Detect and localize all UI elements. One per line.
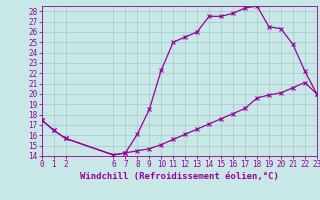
X-axis label: Windchill (Refroidissement éolien,°C): Windchill (Refroidissement éolien,°C) xyxy=(80,172,279,181)
